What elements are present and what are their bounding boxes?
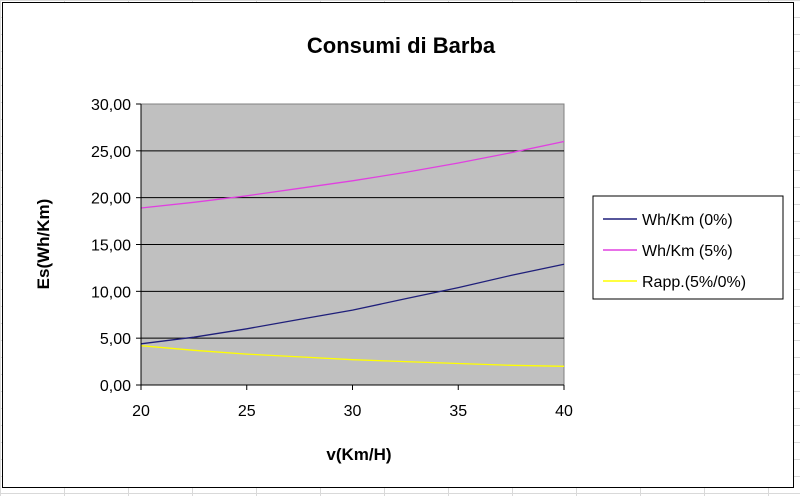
series-line-2[interactable]: [140, 140, 565, 209]
legend-label-1: Wh/Km (0%): [642, 212, 733, 229]
y-tick-label: 15,00: [91, 238, 131, 255]
y-axis-ticks: 0,00 5,00 10,00 15,00 20,00 25,00 30,00: [91, 97, 141, 395]
x-axis-title: v(Km/H): [326, 445, 391, 464]
chart-svg: Consumi di Barba 0,00 5,00 10,00 15,00 20,00…: [34, 33, 784, 464]
series-lines: [140, 140, 565, 367]
y-tick-label: 10,00: [91, 284, 131, 301]
y-tick-label: 25,00: [91, 144, 131, 161]
series-line-3[interactable]: [140, 345, 565, 367]
legend-label-2: Wh/Km (5%): [642, 243, 733, 260]
x-tick-label: 40: [555, 403, 573, 420]
y-tick-label: 0,00: [100, 378, 131, 395]
y-tick-label: 5,00: [100, 331, 131, 348]
series-line-1[interactable]: [140, 263, 565, 345]
legend-entries: Wh/Km (0%) Wh/Km (5%) Rapp.(5%/0%): [603, 212, 746, 291]
y-axis-title: Es(Wh/Km): [34, 199, 53, 290]
chart-title: Consumi di Barba: [307, 33, 496, 58]
legend-box: [592, 195, 784, 300]
gridlines: [141, 150, 564, 339]
chart-area[interactable]: Consumi di Barba 0,00 5,00 10,00 15,00 20,00…: [2, 2, 794, 488]
x-tick-label: 25: [238, 403, 256, 420]
y-tick-label: 20,00: [91, 191, 131, 208]
legend-label-3: Rapp.(5%/0%): [642, 274, 746, 291]
legend[interactable]: Wh/Km (0%) Wh/Km (5%) Rapp.(5%/0%): [592, 195, 784, 300]
x-tick-label: 20: [132, 403, 150, 420]
x-tick-label: 30: [344, 403, 362, 420]
x-axis-ticks: 20 25 30 35 40: [132, 104, 573, 420]
y-tick-label: 30,00: [91, 97, 131, 114]
x-tick-label: 35: [449, 403, 467, 420]
